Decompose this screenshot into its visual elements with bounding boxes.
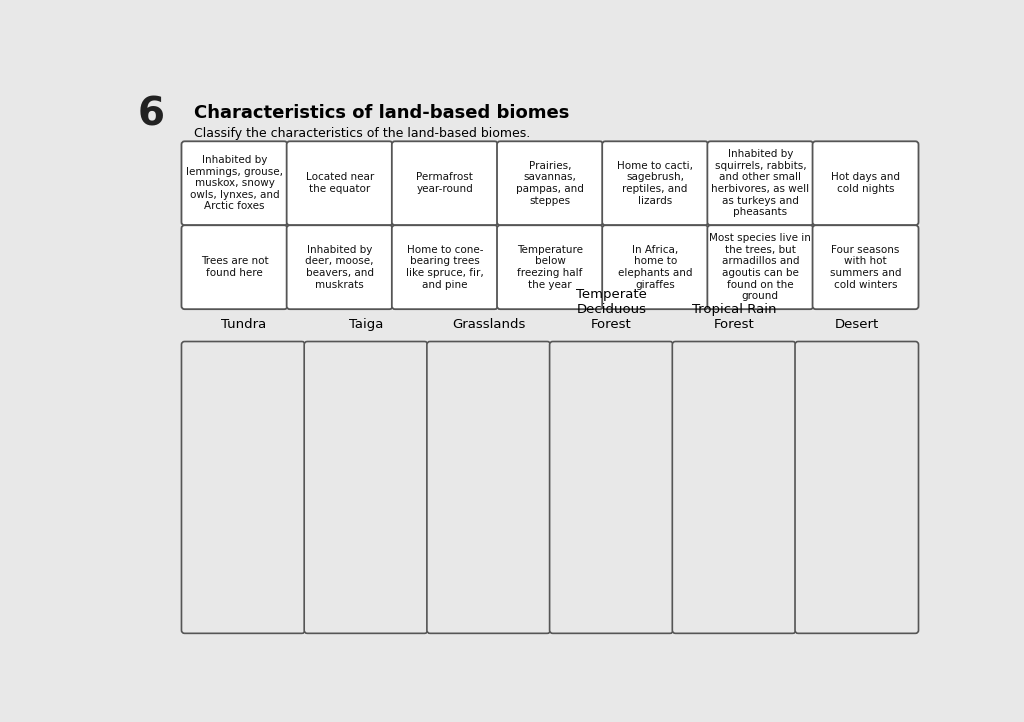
FancyBboxPatch shape xyxy=(813,225,919,309)
Text: Permafrost
year-round: Permafrost year-round xyxy=(417,173,473,194)
FancyBboxPatch shape xyxy=(813,142,919,225)
FancyBboxPatch shape xyxy=(550,342,673,633)
Text: Characteristics of land-based biomes: Characteristics of land-based biomes xyxy=(194,103,569,121)
Text: Inhabited by
squirrels, rabbits,
and other small
herbivores, as well
as turkeys : Inhabited by squirrels, rabbits, and oth… xyxy=(712,149,809,217)
FancyBboxPatch shape xyxy=(392,142,498,225)
FancyBboxPatch shape xyxy=(497,142,603,225)
FancyBboxPatch shape xyxy=(708,225,813,309)
FancyBboxPatch shape xyxy=(392,225,498,309)
Text: Inhabited by
deer, moose,
beavers, and
muskrats: Inhabited by deer, moose, beavers, and m… xyxy=(305,245,374,290)
FancyBboxPatch shape xyxy=(287,142,392,225)
FancyBboxPatch shape xyxy=(427,342,550,633)
FancyBboxPatch shape xyxy=(304,342,428,633)
FancyBboxPatch shape xyxy=(602,225,709,309)
Text: Located near
the equator: Located near the equator xyxy=(305,173,374,194)
Text: Hot days and
cold nights: Hot days and cold nights xyxy=(831,173,900,194)
Text: Tropical Rain
Forest: Tropical Rain Forest xyxy=(692,303,776,331)
Text: Trees are not
found here: Trees are not found here xyxy=(201,256,268,278)
Text: 6: 6 xyxy=(137,96,164,134)
FancyBboxPatch shape xyxy=(181,225,288,309)
Text: Temperate
Deciduous
Forest: Temperate Deciduous Forest xyxy=(575,288,647,331)
Text: Inhabited by
lemmings, grouse,
muskox, snowy
owls, lynxes, and
Arctic foxes: Inhabited by lemmings, grouse, muskox, s… xyxy=(186,155,283,212)
Text: Taiga: Taiga xyxy=(349,318,383,331)
Text: Home to cacti,
sagebrush,
reptiles, and
lizards: Home to cacti, sagebrush, reptiles, and … xyxy=(617,161,693,206)
Text: Classify the characteristics of the land-based biomes.: Classify the characteristics of the land… xyxy=(194,126,530,139)
Text: Prairies,
savannas,
pampas, and
steppes: Prairies, savannas, pampas, and steppes xyxy=(516,161,584,206)
FancyBboxPatch shape xyxy=(181,142,288,225)
Text: In Africa,
home to
elephants and
giraffes: In Africa, home to elephants and giraffe… xyxy=(617,245,692,290)
FancyBboxPatch shape xyxy=(673,342,796,633)
FancyBboxPatch shape xyxy=(795,342,919,633)
Text: Grasslands: Grasslands xyxy=(452,318,525,331)
FancyBboxPatch shape xyxy=(708,142,813,225)
FancyBboxPatch shape xyxy=(497,225,603,309)
Text: Home to cone-
bearing trees
like spruce, fir,
and pine: Home to cone- bearing trees like spruce,… xyxy=(406,245,483,290)
Text: Four seasons
with hot
summers and
cold winters: Four seasons with hot summers and cold w… xyxy=(829,245,901,290)
Text: Desert: Desert xyxy=(835,318,879,331)
FancyBboxPatch shape xyxy=(181,342,305,633)
Text: Tundra: Tundra xyxy=(220,318,266,331)
Text: Temperature
below
freezing half
the year: Temperature below freezing half the year xyxy=(517,245,583,290)
Text: Most species live in
the trees, but
armadillos and
agoutis can be
found on the
g: Most species live in the trees, but arma… xyxy=(710,233,811,301)
FancyBboxPatch shape xyxy=(602,142,709,225)
FancyBboxPatch shape xyxy=(287,225,392,309)
